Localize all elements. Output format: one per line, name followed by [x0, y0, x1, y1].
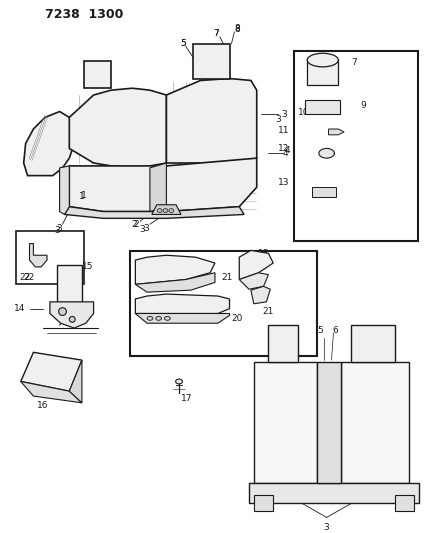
- Polygon shape: [251, 286, 270, 304]
- Polygon shape: [50, 302, 94, 328]
- Polygon shape: [317, 362, 341, 483]
- Text: 5: 5: [180, 39, 186, 48]
- Text: 3: 3: [139, 224, 145, 233]
- Text: 5: 5: [317, 327, 323, 335]
- Polygon shape: [59, 166, 69, 214]
- Polygon shape: [166, 78, 257, 166]
- Text: 11: 11: [278, 126, 290, 135]
- Ellipse shape: [175, 379, 182, 384]
- Text: 16: 16: [37, 401, 49, 410]
- Ellipse shape: [157, 208, 162, 213]
- Text: 18: 18: [258, 249, 269, 258]
- Polygon shape: [268, 325, 297, 362]
- Text: 4: 4: [283, 149, 288, 158]
- Polygon shape: [84, 61, 111, 88]
- Polygon shape: [65, 207, 244, 219]
- Text: 7: 7: [213, 29, 219, 38]
- Polygon shape: [312, 187, 336, 197]
- Bar: [294, 51, 418, 241]
- Polygon shape: [135, 313, 229, 323]
- Polygon shape: [254, 362, 317, 483]
- Polygon shape: [150, 163, 166, 212]
- Ellipse shape: [163, 208, 168, 213]
- Polygon shape: [341, 362, 409, 483]
- Polygon shape: [56, 265, 82, 304]
- Polygon shape: [135, 294, 229, 313]
- Polygon shape: [249, 483, 419, 503]
- Polygon shape: [21, 382, 82, 403]
- Polygon shape: [69, 88, 166, 168]
- Text: 17: 17: [181, 394, 193, 403]
- Polygon shape: [24, 111, 76, 175]
- Polygon shape: [239, 273, 268, 289]
- Text: 12: 12: [278, 144, 290, 153]
- Bar: [16, 231, 84, 285]
- Text: 8: 8: [235, 25, 240, 34]
- Text: 21: 21: [221, 273, 232, 282]
- Polygon shape: [30, 244, 47, 267]
- Polygon shape: [351, 325, 395, 362]
- Text: 8: 8: [235, 26, 240, 35]
- Ellipse shape: [147, 317, 153, 320]
- Bar: [131, 252, 317, 356]
- Polygon shape: [193, 44, 229, 78]
- Ellipse shape: [319, 148, 334, 158]
- Polygon shape: [395, 495, 414, 511]
- Text: 19: 19: [141, 268, 153, 277]
- Ellipse shape: [59, 308, 66, 316]
- Text: 7238  1300: 7238 1300: [45, 8, 123, 21]
- Polygon shape: [69, 360, 82, 403]
- Text: 3: 3: [54, 227, 59, 236]
- Polygon shape: [307, 59, 338, 85]
- Polygon shape: [69, 158, 257, 212]
- Ellipse shape: [164, 317, 170, 320]
- Text: 10: 10: [297, 108, 309, 117]
- Text: 21: 21: [263, 307, 274, 316]
- Polygon shape: [135, 273, 215, 292]
- Text: 3: 3: [57, 223, 62, 232]
- Ellipse shape: [69, 317, 75, 322]
- Ellipse shape: [307, 53, 338, 67]
- Polygon shape: [305, 100, 340, 115]
- Text: 1: 1: [81, 190, 87, 199]
- Text: 3: 3: [143, 223, 149, 232]
- Text: 14: 14: [14, 304, 26, 313]
- Polygon shape: [21, 352, 82, 391]
- Text: 7: 7: [213, 29, 219, 38]
- Text: 4: 4: [285, 146, 291, 155]
- Polygon shape: [254, 495, 273, 511]
- Text: 22: 22: [20, 273, 31, 282]
- Text: 3: 3: [324, 523, 330, 531]
- Text: 7: 7: [351, 59, 357, 68]
- Text: 15: 15: [82, 262, 93, 271]
- Text: 20: 20: [232, 314, 243, 323]
- Polygon shape: [152, 205, 181, 214]
- Text: 3: 3: [275, 115, 281, 124]
- Text: 22: 22: [24, 273, 35, 282]
- Text: 5: 5: [180, 39, 186, 48]
- Polygon shape: [329, 129, 344, 135]
- Text: 6: 6: [333, 327, 338, 335]
- Text: 1: 1: [79, 192, 85, 201]
- Ellipse shape: [169, 208, 174, 213]
- Polygon shape: [239, 251, 273, 279]
- Ellipse shape: [156, 317, 161, 320]
- Text: 2: 2: [131, 220, 137, 229]
- Text: 3: 3: [281, 110, 287, 119]
- Text: 13: 13: [278, 178, 290, 187]
- Polygon shape: [135, 255, 215, 285]
- Text: 2: 2: [134, 220, 139, 229]
- Text: 9: 9: [361, 101, 366, 110]
